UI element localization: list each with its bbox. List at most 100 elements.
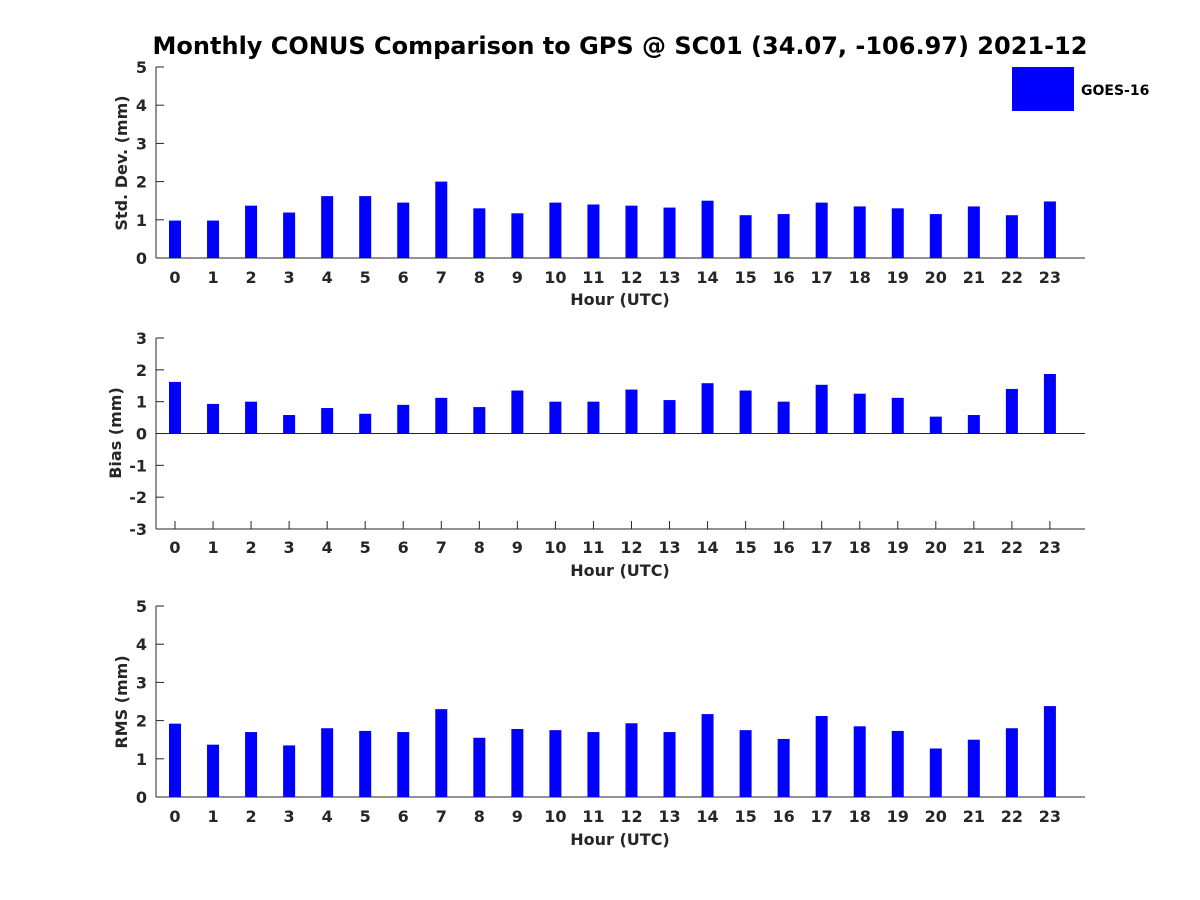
bias-bar-hour-10: [549, 401, 562, 434]
std-dev-x-tick-label: 14: [696, 268, 718, 287]
std-dev-bar-hour-14: [701, 200, 714, 258]
legend-swatch-goes-16: [1012, 67, 1074, 111]
rms-x-tick-label: 15: [734, 807, 756, 826]
bias-x-tick-label: 21: [963, 538, 985, 557]
rms-y-label: RMS (mm): [112, 655, 131, 748]
rms-x-tick-label: 22: [1001, 807, 1023, 826]
rms-x-tick-label: 21: [963, 807, 985, 826]
bias-x-tick-label: 5: [360, 538, 371, 557]
bias-x-tick-label: 1: [207, 538, 218, 557]
rms-bar-hour-12: [625, 723, 638, 797]
std-dev-x-tick-label: 3: [284, 268, 295, 287]
bias-bar-hour-2: [245, 401, 258, 434]
std-dev-bar-hour-5: [359, 196, 372, 258]
bias-x-tick-label: 14: [696, 538, 718, 557]
bias-bar-hour-3: [283, 415, 296, 434]
bias-bar-hour-21: [967, 415, 980, 434]
std-dev-bar-hour-18: [853, 206, 866, 258]
rms-bar-hour-16: [777, 738, 790, 797]
rms-x-tick-label: 14: [696, 807, 718, 826]
std-dev-x-tick-label: 0: [169, 268, 180, 287]
bias-bar-hour-7: [435, 397, 448, 434]
bias-x-tick-label: 4: [322, 538, 333, 557]
std-dev-x-tick-label: 9: [512, 268, 523, 287]
bias-bar-hour-16: [777, 401, 790, 434]
legend-label-goes-16: GOES-16: [1081, 83, 1149, 99]
std-dev-x-tick-label: 21: [963, 268, 985, 287]
bias-bar-hour-1: [207, 403, 220, 434]
std-dev-y-label: Std. Dev. (mm): [112, 95, 131, 230]
rms-x-tick-label: 10: [544, 807, 566, 826]
std-dev-x-tick-label: 7: [436, 268, 447, 287]
std-dev-bar-hour-13: [663, 207, 676, 258]
bias-x-tick-label: 2: [246, 538, 257, 557]
std-dev-bar-hour-17: [815, 202, 828, 258]
bias-x-tick-label: 19: [887, 538, 909, 557]
bias-x-tick-label: 12: [620, 538, 642, 557]
std-dev-bar-hour-12: [625, 205, 638, 258]
rms-x-tick-label: 11: [582, 807, 604, 826]
bias-bar-hour-9: [511, 390, 524, 434]
bias-x-tick-label: 3: [284, 538, 295, 557]
std-dev-x-tick-label: 4: [322, 268, 333, 287]
rms-bar-hour-11: [587, 732, 600, 797]
rms-x-tick-label: 1: [207, 807, 218, 826]
rms-y-tick-label: 5: [136, 597, 147, 616]
rms-y-tick-label: 3: [136, 673, 147, 692]
std-dev-x-tick-label: 5: [360, 268, 371, 287]
bias-bar-hour-20: [929, 416, 942, 434]
std-dev-y-tick-label: 2: [136, 173, 147, 192]
bias-bar-hour-22: [1005, 388, 1018, 434]
rms-x-tick-label: 0: [169, 807, 180, 826]
std-dev-y-tick-label: 4: [136, 96, 147, 115]
bias-bar-hour-19: [891, 397, 904, 434]
rms-x-tick-label: 16: [773, 807, 795, 826]
rms-bar-hour-3: [283, 745, 296, 797]
std-dev-bar-hour-7: [435, 181, 448, 258]
rms-bar-hour-0: [169, 723, 181, 797]
rms-x-tick-label: 4: [322, 807, 333, 826]
rms-bar-hour-14: [701, 714, 714, 797]
rms-x-label: Hour (UTC): [570, 830, 670, 849]
rms-x-tick-label: 3: [284, 807, 295, 826]
std-dev-x-label: Hour (UTC): [570, 290, 670, 309]
std-dev-x-tick-label: 18: [849, 268, 871, 287]
rms-y-tick-label: 2: [136, 712, 147, 731]
std-dev-x-tick-label: 15: [734, 268, 756, 287]
bias-y-tick-label: -3: [129, 520, 147, 539]
std-dev-x-tick-label: 17: [811, 268, 833, 287]
std-dev-x-tick-label: 23: [1039, 268, 1061, 287]
rms-bar-hour-13: [663, 732, 676, 797]
std-dev-bar-hour-3: [283, 212, 296, 258]
rms-bar-hour-18: [853, 726, 866, 797]
rms-bar-hour-5: [359, 730, 372, 797]
rms-x-tick-label: 17: [811, 807, 833, 826]
rms-x-tick-label: 8: [474, 807, 485, 826]
bias-bar-hour-12: [625, 389, 638, 434]
chart-title: Monthly CONUS Comparison to GPS @ SC01 (…: [153, 32, 1088, 60]
rms-bar-hour-19: [891, 730, 904, 797]
std-dev-x-tick-label: 19: [887, 268, 909, 287]
std-dev-bar-hour-9: [511, 213, 524, 258]
rms-bar-hour-21: [967, 739, 980, 797]
rms-x-tick-label: 20: [925, 807, 947, 826]
std-dev-bar-hour-15: [739, 215, 752, 258]
bias-x-tick-label: 6: [398, 538, 409, 557]
std-dev-bar-hour-1: [207, 220, 220, 258]
rms-bar-hour-23: [1043, 706, 1056, 797]
bias-bar-hour-23: [1043, 373, 1056, 434]
rms-bar-hour-8: [473, 737, 486, 797]
rms-bar-hour-9: [511, 729, 524, 797]
bias-bar-hour-5: [359, 413, 372, 434]
bias-x-tick-label: 23: [1039, 538, 1061, 557]
bias-x-tick-label: 7: [436, 538, 447, 557]
std-dev-bar-hour-21: [967, 206, 980, 258]
rms-y-tick-label: 0: [136, 788, 147, 807]
rms-bar-hour-1: [207, 744, 220, 797]
bias-y-tick-label: -1: [129, 456, 147, 475]
rms-bar-hour-15: [739, 730, 752, 797]
rms-x-tick-label: 6: [398, 807, 409, 826]
